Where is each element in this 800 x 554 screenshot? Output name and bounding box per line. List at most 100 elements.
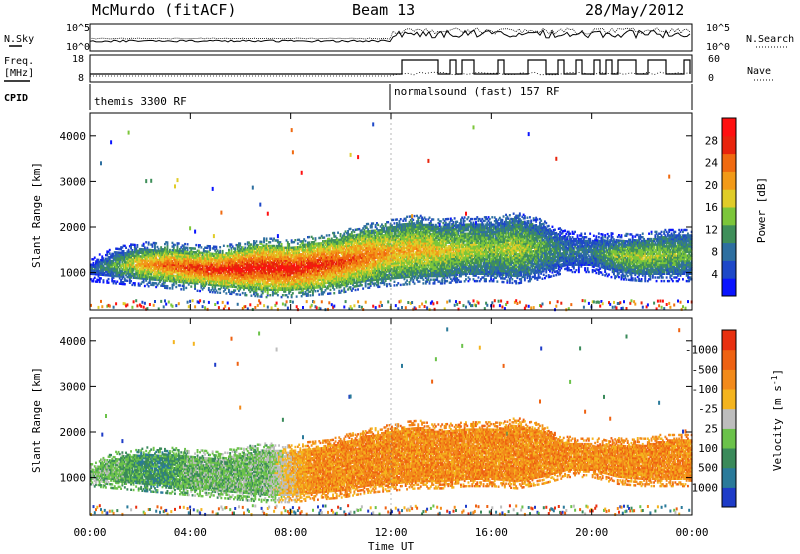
echo-cell <box>154 245 156 248</box>
echo-cell <box>194 274 196 278</box>
echo-cell <box>95 265 97 269</box>
echo-cell <box>280 264 283 268</box>
echo-cell <box>236 280 239 283</box>
echo-cell <box>150 278 153 281</box>
echo-cell <box>284 288 287 291</box>
echo-cell <box>231 270 234 274</box>
echo-cell <box>154 274 156 278</box>
echo-cell <box>222 290 225 293</box>
echo-cell <box>174 271 176 274</box>
echo-cell <box>160 249 163 253</box>
echo-cell <box>151 276 154 279</box>
echo-cell <box>154 252 156 256</box>
nave-bottom: 0 <box>708 73 714 84</box>
echo-cell <box>275 252 278 255</box>
echo-cell <box>166 246 169 250</box>
echo-cell <box>118 253 121 256</box>
echo-cell <box>268 283 270 286</box>
echo-cell <box>284 246 287 249</box>
echo-cell <box>230 258 233 261</box>
echo-cell <box>151 252 154 256</box>
echo-cell <box>186 277 189 281</box>
ground-cell <box>216 301 219 305</box>
echo-cell <box>278 270 280 273</box>
echo-cell <box>275 272 278 275</box>
echo-cell <box>307 265 309 268</box>
echo-cell <box>192 267 195 270</box>
echo-cell <box>258 251 260 254</box>
echo-cell <box>174 254 176 258</box>
echo-cell <box>319 258 322 261</box>
echo-cell <box>125 257 127 260</box>
echo-cell <box>217 258 220 262</box>
echo-cell <box>288 286 291 290</box>
ground-cell <box>320 300 323 304</box>
echo-cell <box>332 272 334 275</box>
echo-cell <box>309 277 312 281</box>
echo-cell <box>211 260 214 263</box>
echo-cell <box>314 262 317 266</box>
echo-cell <box>205 272 208 275</box>
echo-cell <box>261 270 264 273</box>
echo-cell <box>151 250 154 254</box>
echo-cell <box>333 251 336 255</box>
echo-cell <box>130 252 132 255</box>
echo-cell <box>117 266 120 269</box>
echo-cell <box>147 274 150 277</box>
echo-cell <box>175 274 178 278</box>
echo-cell <box>304 272 307 276</box>
echo-cell <box>220 286 223 289</box>
echo-cell <box>184 266 186 269</box>
echo-cell <box>202 259 205 262</box>
echo-cell <box>296 286 299 289</box>
echo-cell <box>155 260 158 263</box>
echo-cell <box>327 274 329 277</box>
echo-cell <box>207 276 210 279</box>
echo-cell <box>268 257 270 260</box>
echo-cell <box>197 278 200 282</box>
echo-cell <box>327 252 329 255</box>
echo-cell <box>125 268 127 271</box>
echo-cell <box>195 253 198 256</box>
echo-cell <box>229 265 232 268</box>
echo-cell <box>91 269 94 272</box>
echo-cell <box>325 265 328 268</box>
echo-cell <box>100 273 102 276</box>
echo-cell <box>143 262 146 266</box>
echo-cell <box>151 256 154 259</box>
echo-cell <box>261 279 264 282</box>
echo-cell <box>318 278 321 282</box>
echo-cell <box>251 249 254 252</box>
echo-cell <box>117 262 120 265</box>
echo-cell <box>325 287 328 290</box>
echo-cell <box>273 266 275 270</box>
echo-cell <box>263 270 265 273</box>
echo-cell <box>146 261 149 264</box>
ground-cell <box>246 307 249 311</box>
echo-cell <box>268 272 270 275</box>
echo-cell <box>273 286 275 290</box>
echo-cell <box>216 280 219 283</box>
echo-cell <box>244 252 247 255</box>
echo-cell <box>215 267 218 270</box>
echo-cell <box>145 241 148 244</box>
echo-cell <box>194 267 196 270</box>
echo-cell <box>278 284 280 288</box>
echo-cell <box>197 244 200 247</box>
echo-cell <box>266 250 269 253</box>
echo-cell <box>165 257 168 260</box>
echo-cell <box>156 265 159 269</box>
echo-cell <box>143 264 146 268</box>
echo-cell <box>320 269 323 272</box>
echo-cell <box>258 271 260 274</box>
echo-cell <box>329 270 332 273</box>
echo-cell <box>229 285 232 288</box>
echo-cell <box>308 263 311 266</box>
echo-cell <box>319 285 322 289</box>
echo-cell <box>165 279 168 282</box>
echo-cell <box>255 249 258 252</box>
echo-cell <box>318 247 321 251</box>
echo-cell <box>260 255 263 258</box>
echo-cell <box>176 271 179 274</box>
echo-cell <box>172 274 175 278</box>
